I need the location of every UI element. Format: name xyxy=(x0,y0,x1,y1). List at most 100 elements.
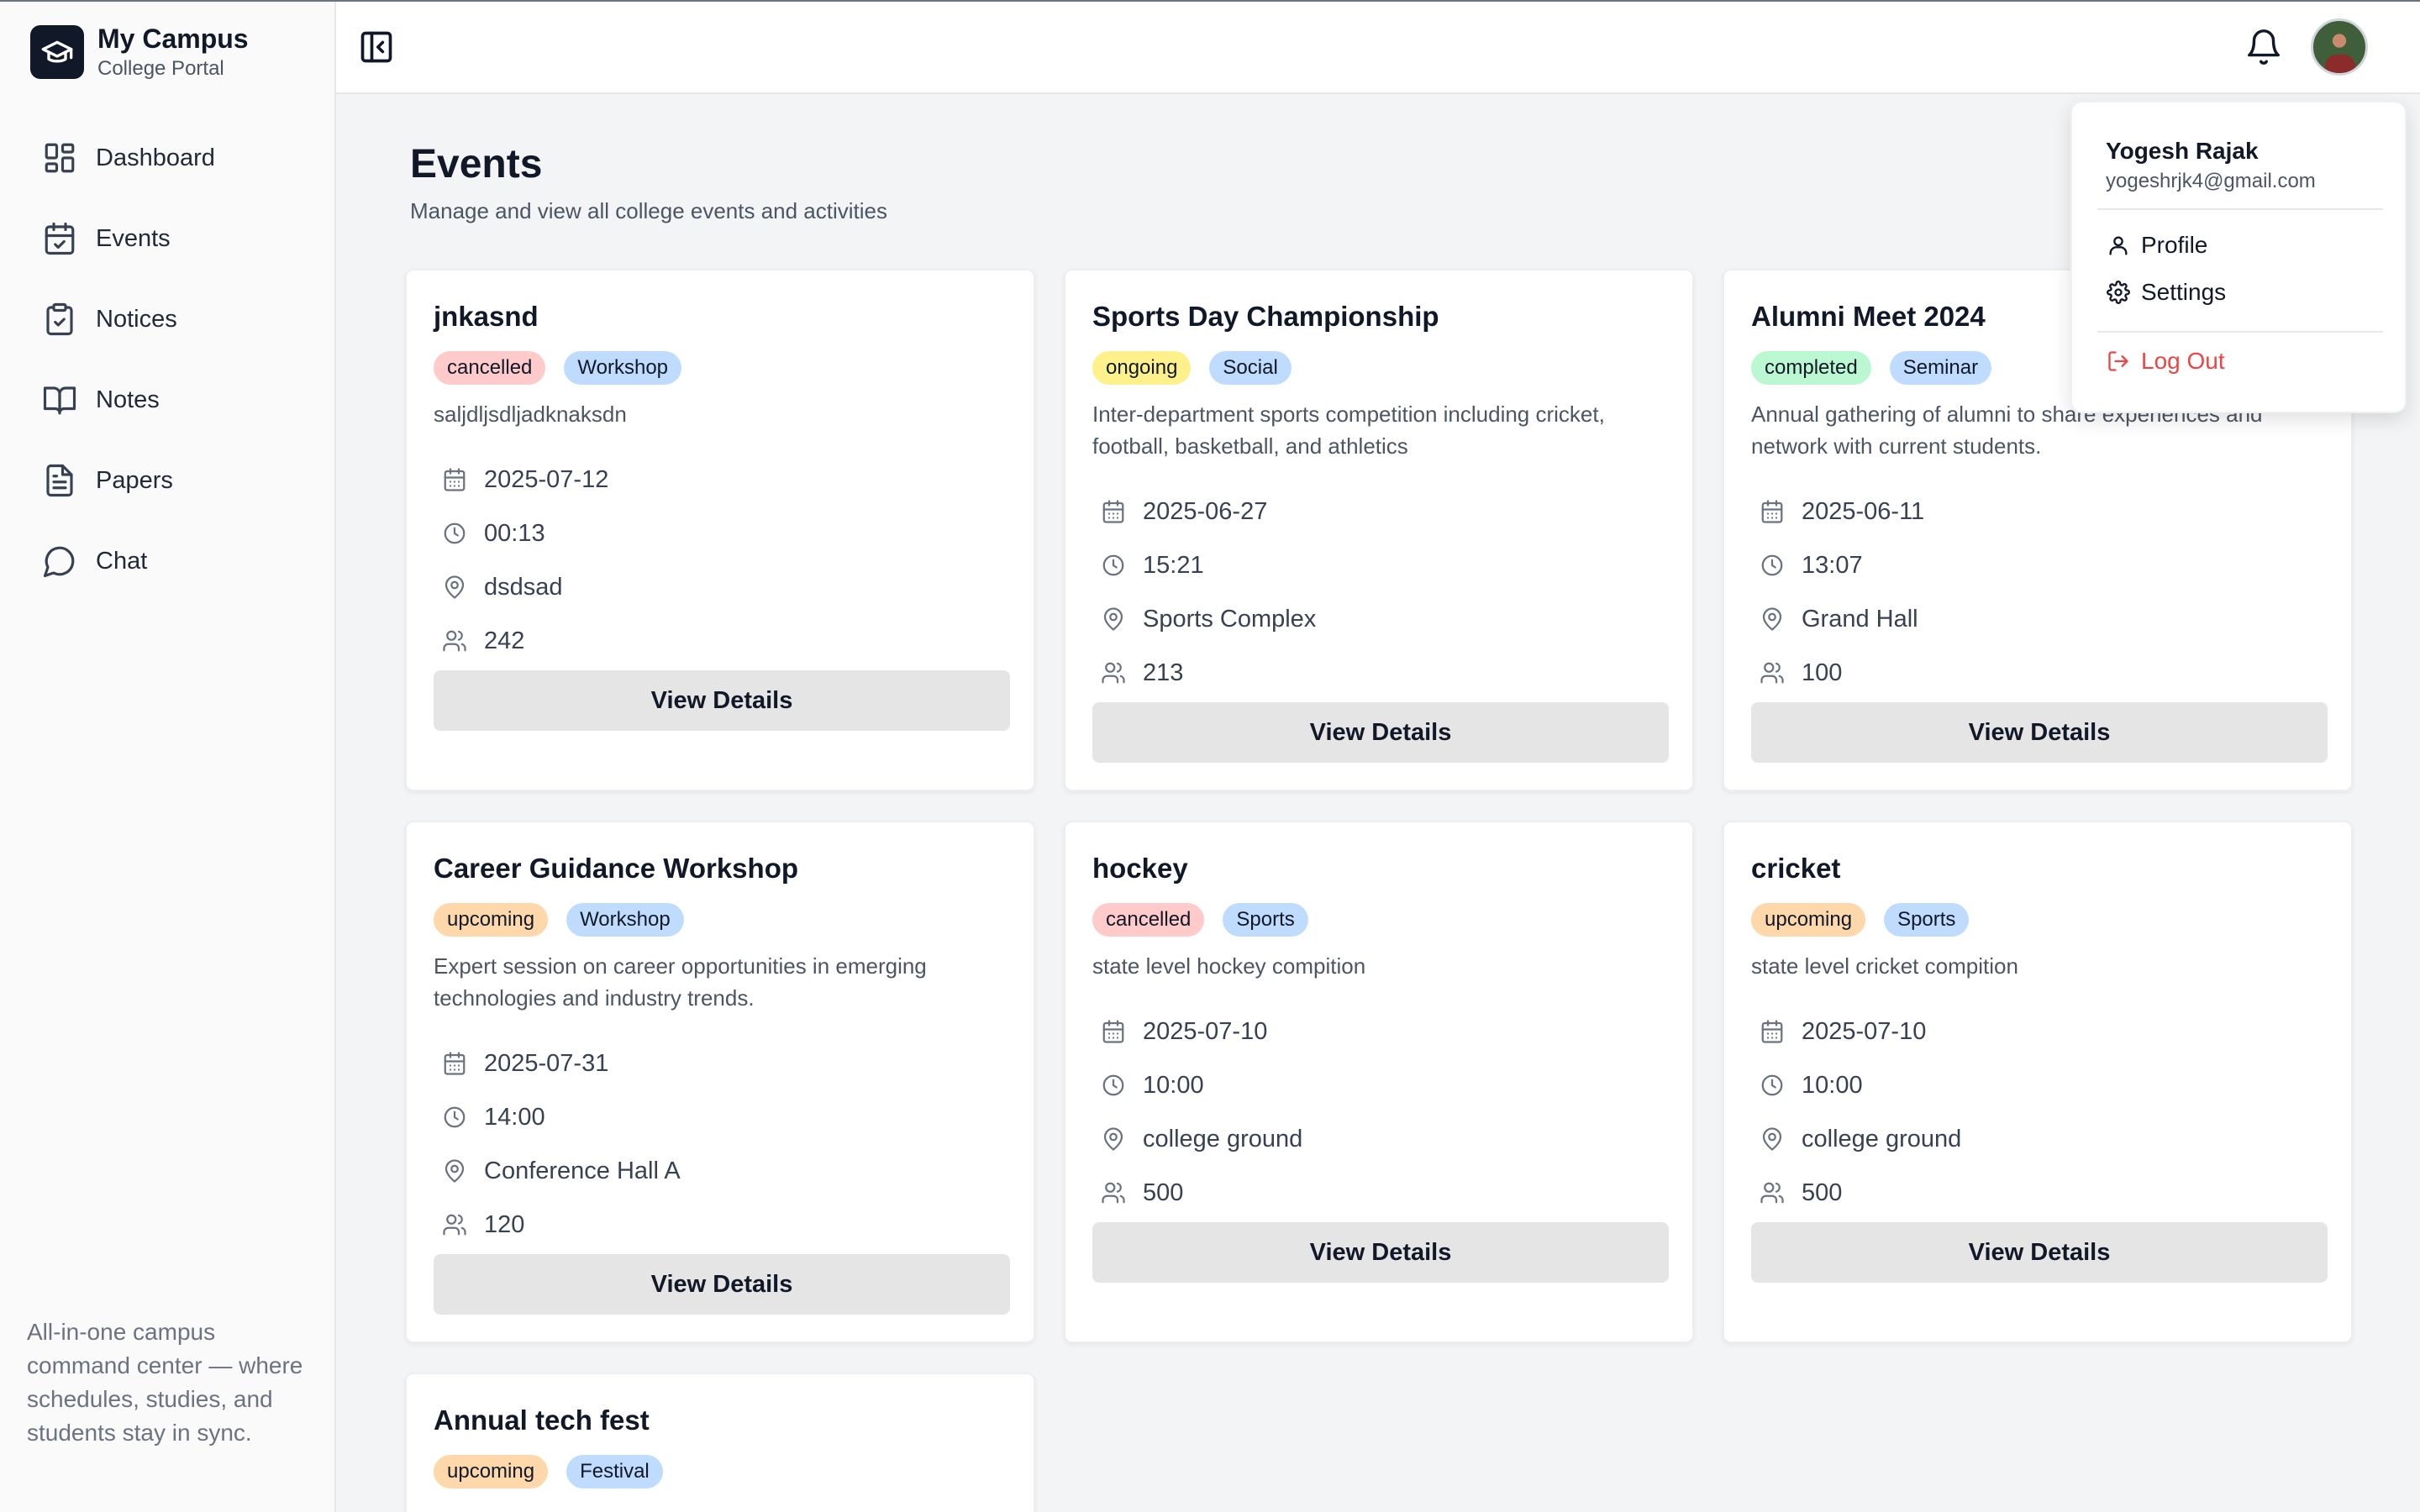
event-description: Annual gathering of alumni to share expe… xyxy=(1751,402,2263,459)
sidebar-item-notices[interactable]: Notices xyxy=(0,279,334,360)
event-description: Inter-department sports competition incl… xyxy=(1092,402,1605,459)
map-pin-icon xyxy=(1099,605,1128,633)
event-title: jnkasnd xyxy=(434,301,539,332)
calendar-icon xyxy=(1099,497,1128,526)
map-pin-icon xyxy=(1758,1125,1786,1153)
sidebar-item-label: Notices xyxy=(96,305,177,333)
event-description: state level hockey compition xyxy=(1092,953,1366,979)
type-badge: Sports xyxy=(1884,903,1970,937)
brand[interactable]: My Campus College Portal xyxy=(30,22,249,82)
panel-left-close-icon xyxy=(360,31,392,63)
brand-subtitle: College Portal xyxy=(97,57,224,80)
clock-icon xyxy=(1099,1071,1128,1100)
view-details-button[interactable]: View Details xyxy=(434,1254,1010,1315)
clock-icon xyxy=(440,519,469,548)
event-card: Sports Day Championship ongoing Social I… xyxy=(1064,269,1694,791)
profile-menu-item[interactable]: Profile xyxy=(2106,232,2207,259)
sidebar-item-notes[interactable]: Notes xyxy=(0,360,334,440)
sidebar-item-label: Chat xyxy=(96,547,148,575)
calendar-check-icon xyxy=(40,219,79,258)
event-card: cricket upcoming Sports state level cric… xyxy=(1723,821,2353,1343)
event-title: Sports Day Championship xyxy=(1092,301,1439,332)
settings-menu-item[interactable]: Settings xyxy=(2106,279,2226,306)
event-title: hockey xyxy=(1092,853,1188,884)
event-location: Sports Complex xyxy=(1099,605,1316,633)
users-icon xyxy=(1099,1179,1128,1207)
event-location: college ground xyxy=(1099,1125,1302,1153)
view-details-button[interactable]: View Details xyxy=(1751,1222,2328,1283)
status-badge: ongoing xyxy=(1092,351,1192,385)
user-icon xyxy=(2106,233,2131,258)
avatar[interactable] xyxy=(2311,18,2368,76)
status-badge: upcoming xyxy=(434,903,549,937)
sidebar-item-events[interactable]: Events xyxy=(0,198,334,279)
sidebar-item-chat[interactable]: Chat xyxy=(0,521,334,601)
event-location: dsdsad xyxy=(440,573,563,601)
event-title: Annual tech fest xyxy=(434,1404,650,1436)
event-attendees: 213 xyxy=(1099,659,1183,687)
event-time: 10:00 xyxy=(1099,1071,1204,1100)
message-circle-icon xyxy=(40,542,79,580)
map-pin-icon xyxy=(440,573,469,601)
calendar-icon xyxy=(1099,1017,1128,1046)
logout-menu-item[interactable]: Log Out xyxy=(2106,348,2225,375)
sidebar-item-papers[interactable]: Papers xyxy=(0,440,334,521)
bell-icon xyxy=(2248,29,2280,65)
event-attendees: 500 xyxy=(1758,1179,1842,1207)
type-badge: Seminar xyxy=(1889,351,1992,385)
status-badge: cancelled xyxy=(1092,903,1205,937)
clock-icon xyxy=(1758,1071,1786,1100)
view-details-button[interactable]: View Details xyxy=(1092,702,1669,763)
event-card: Career Guidance Workshop upcoming Worksh… xyxy=(405,821,1035,1343)
calendar-icon xyxy=(440,1049,469,1078)
status-badge: upcoming xyxy=(1751,903,1866,937)
clock-icon xyxy=(440,1103,469,1131)
user-name: Yogesh Rajak xyxy=(2106,138,2259,164)
dashboard-icon xyxy=(40,139,79,177)
event-location: Conference Hall A xyxy=(440,1157,681,1185)
event-card: hockey cancelled Sports state level hock… xyxy=(1064,821,1694,1343)
event-title: Career Guidance Workshop xyxy=(434,853,799,884)
event-description: Expert session on career opportunities i… xyxy=(434,953,927,1011)
users-icon xyxy=(1758,659,1786,687)
page-subtitle: Manage and view all college events and a… xyxy=(410,198,888,223)
status-badge: completed xyxy=(1751,351,1871,385)
event-date: 2025-06-27 xyxy=(1099,497,1267,526)
sidebar-item-label: Papers xyxy=(96,466,173,494)
gear-icon xyxy=(2106,280,2131,305)
event-description: state level cricket compition xyxy=(1751,953,2018,979)
type-badge: Workshop xyxy=(564,351,682,385)
users-icon xyxy=(440,627,469,655)
event-description: saljdljsdljadknaksdn xyxy=(434,402,627,427)
divider xyxy=(2097,331,2383,333)
event-date: 2025-07-10 xyxy=(1099,1017,1267,1046)
clipboard-check-icon xyxy=(40,300,79,339)
clock-icon xyxy=(1758,551,1786,580)
calendar-icon xyxy=(1758,497,1786,526)
sidebar-item-dashboard[interactable]: Dashboard xyxy=(0,118,334,198)
file-text-icon xyxy=(40,461,79,500)
users-icon xyxy=(1099,659,1128,687)
type-badge: Sports xyxy=(1223,903,1308,937)
sidebar: My Campus College Portal Dashboard Event… xyxy=(0,0,336,1512)
type-badge: Social xyxy=(1209,351,1292,385)
view-details-button[interactable]: View Details xyxy=(1092,1222,1669,1283)
event-time: 15:21 xyxy=(1099,551,1204,580)
event-attendees: 100 xyxy=(1758,659,1842,687)
event-date: 2025-07-31 xyxy=(440,1049,608,1078)
user-email: yogeshrjk4@gmail.com xyxy=(2106,170,2316,192)
brand-name: My Campus xyxy=(97,24,249,54)
sidebar-toggle-button[interactable] xyxy=(356,27,397,67)
log-out-icon xyxy=(2106,349,2131,374)
page-title: Events xyxy=(410,142,543,186)
view-details-button[interactable]: View Details xyxy=(434,670,1010,731)
event-card: jnkasnd cancelled Workshop saljdljsdljad… xyxy=(405,269,1035,791)
view-details-button[interactable]: View Details xyxy=(1751,702,2328,763)
event-location: college ground xyxy=(1758,1125,1961,1153)
calendar-icon xyxy=(440,465,469,494)
sidebar-nav: Dashboard Events Notices Notes Papers xyxy=(0,118,334,601)
event-title: Alumni Meet 2024 xyxy=(1751,301,1986,332)
notifications-button[interactable] xyxy=(2242,25,2286,69)
event-title: cricket xyxy=(1751,853,1841,884)
user-menu: Yogesh Rajak yogeshrjk4@gmail.com Profil… xyxy=(2070,101,2407,413)
